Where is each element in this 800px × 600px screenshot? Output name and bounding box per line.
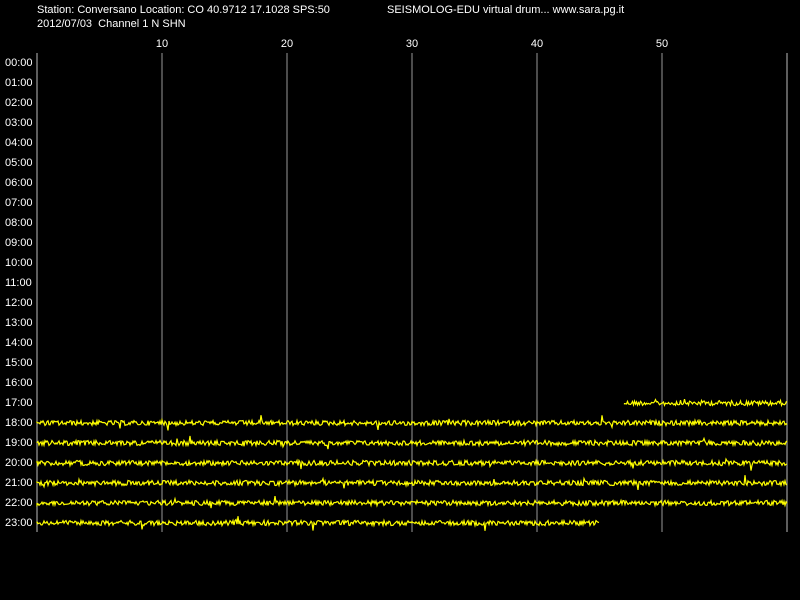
y-tick-label: 21:00 bbox=[5, 477, 33, 489]
x-tick-label: 20 bbox=[281, 38, 293, 50]
header-left: Station: Conversano Location: CO 40.9712… bbox=[37, 4, 330, 16]
trace bbox=[623, 398, 788, 408]
y-tick-label: 07:00 bbox=[5, 197, 33, 209]
y-tick-label: 06:00 bbox=[5, 177, 33, 189]
y-tick-label: 00:00 bbox=[5, 57, 33, 69]
y-tick-label: 19:00 bbox=[5, 437, 33, 449]
y-tick-label: 15:00 bbox=[5, 357, 33, 369]
y-tick-label: 14:00 bbox=[5, 337, 33, 349]
y-tick-label: 04:00 bbox=[5, 137, 33, 149]
y-tick-label: 03:00 bbox=[5, 117, 33, 129]
x-tick-label: 30 bbox=[406, 38, 418, 50]
y-tick-label: 05:00 bbox=[5, 157, 33, 169]
trace bbox=[36, 435, 788, 450]
x-tick-label: 50 bbox=[656, 38, 668, 50]
y-tick-label: 11:00 bbox=[5, 277, 32, 289]
subheader: 2012/07/03 Channel 1 N SHN bbox=[37, 18, 186, 30]
x-tick-label: 10 bbox=[156, 38, 168, 50]
y-tick-label: 22:00 bbox=[5, 497, 33, 509]
y-tick-label: 10:00 bbox=[5, 257, 33, 269]
y-tick-label: 18:00 bbox=[5, 417, 33, 429]
trace bbox=[36, 457, 788, 471]
x-tick-label: 40 bbox=[531, 38, 543, 50]
y-tick-label: 02:00 bbox=[5, 97, 33, 109]
y-tick-label: 16:00 bbox=[5, 377, 33, 389]
y-tick-label: 13:00 bbox=[5, 317, 33, 329]
y-tick-label: 08:00 bbox=[5, 217, 33, 229]
y-tick-label: 09:00 bbox=[5, 237, 33, 249]
y-tick-label: 01:00 bbox=[5, 77, 33, 89]
y-tick-label: 23:00 bbox=[5, 517, 33, 529]
trace bbox=[36, 496, 788, 509]
trace bbox=[36, 415, 788, 431]
y-tick-label: 12:00 bbox=[5, 297, 33, 309]
trace bbox=[36, 516, 600, 531]
trace bbox=[36, 475, 788, 491]
y-tick-label: 20:00 bbox=[5, 457, 33, 469]
y-tick-label: 17:00 bbox=[5, 397, 33, 409]
header-right: SEISMOLOG-EDU virtual drum... www.sara.p… bbox=[387, 4, 624, 16]
